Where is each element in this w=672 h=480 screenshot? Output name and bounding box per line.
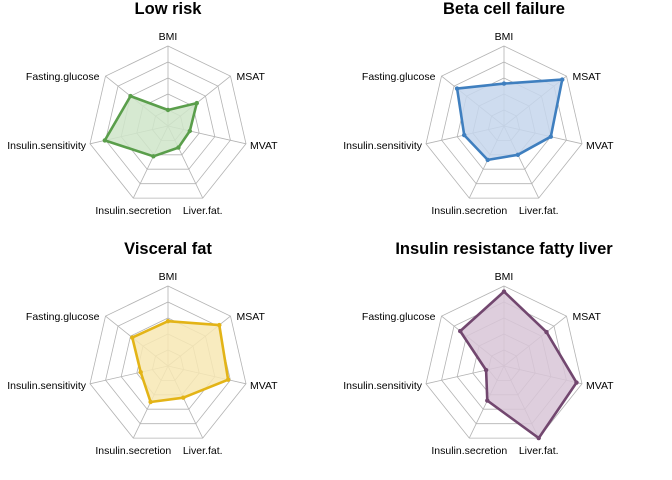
data-point [574,380,579,385]
axis-label-fasting-glucose: Fasting.glucose [362,311,436,323]
data-point [217,322,222,328]
axis-label-insulin-sensitivity: Insulin.sensitivity [343,380,423,392]
chart-title: Beta cell failure [443,0,565,18]
axis-label-msat: MSAT [573,71,602,83]
data-point [462,132,467,138]
data-point [501,289,507,294]
radar-panel-beta-cell-failure: Beta cell failure BMI MSAT MVAT Liver.fat. In… [343,0,614,217]
data-point [454,86,460,91]
chart-title: Insulin resistance fatty liver [395,240,613,258]
data-point [181,395,186,400]
data-point [536,435,541,441]
data-area [103,94,199,158]
axis-label-insulin-secretion: Insulin.secretion [95,205,171,217]
data-point [501,81,507,86]
data-point [225,377,231,382]
axis-label-liver-fat: Liver.fat. [519,205,559,217]
axis-label-fasting-glucose: Fasting.glucose [26,71,100,83]
chart-title: Low risk [135,0,203,18]
data-point [515,152,521,157]
grid-ring [89,285,247,439]
data-point [485,157,490,163]
data-point [130,335,135,340]
data-point [483,367,489,373]
data-point [102,138,108,143]
data-point [560,77,565,82]
axis-label-mvat: MVAT [250,140,278,152]
radar-panel-low-risk: Low risk BMI MSAT MVAT Liver.fat. Insulin.sec… [7,0,278,217]
radar-panel-insulin-resistance-fatty-liver: Insulin resistance fatty liver BMI MSAT MVA… [343,240,614,457]
axis-label-msat: MSAT [237,71,266,83]
axis-label-insulin-secretion: Insulin.secretion [431,205,507,217]
data-point [176,145,181,150]
data-point [485,398,490,403]
data-point [151,154,156,159]
grid-ring [89,45,247,199]
data-point [165,319,171,324]
axis-label-liver-fat: Liver.fat. [519,445,559,457]
axis-label-insulin-sensitivity: Insulin.sensitivity [7,380,87,392]
axis-label-msat: MSAT [573,311,602,323]
data-point [128,93,133,99]
axis-label-mvat: MVAT [250,380,278,392]
axis-label-fasting-glucose: Fasting.glucose [26,311,100,323]
axis-label-bmi: BMI [159,271,178,283]
data-point [148,399,153,405]
axis-label-mvat: MVAT [586,140,614,152]
axis-label-bmi: BMI [159,31,178,43]
grid-ring [425,45,583,199]
data-point [548,134,553,139]
axis-label-liver-fat: Liver.fat. [183,205,223,217]
data-area [458,290,578,440]
data-point [458,328,463,334]
axis-label-liver-fat: Liver.fat. [183,445,223,457]
data-area [455,78,564,162]
axis-label-bmi: BMI [495,31,514,43]
grid-ring [441,301,567,425]
data-point [194,100,199,106]
grid-ring [105,61,231,185]
data-point [165,107,171,113]
axis-label-insulin-sensitivity: Insulin.sensitivity [7,140,87,152]
axis-label-insulin-secretion: Insulin.secretion [95,445,171,457]
axis-label-bmi: BMI [495,271,514,283]
axis-label-msat: MSAT [237,311,266,323]
grid-ring [425,285,583,439]
axis-label-fasting-glucose: Fasting.glucose [362,71,436,83]
axis-label-insulin-sensitivity: Insulin.sensitivity [343,140,423,152]
data-point [138,370,143,375]
data-point [544,329,549,335]
data-area [131,319,230,404]
data-point [187,128,192,134]
radar-panel-visceral-fat: Visceral fat BMI MSAT MVAT Liver.fat. Insulin… [7,240,278,457]
chart-title: Visceral fat [124,240,212,258]
axis-label-insulin-secretion: Insulin.secretion [431,445,507,457]
axis-label-mvat: MVAT [586,380,614,392]
